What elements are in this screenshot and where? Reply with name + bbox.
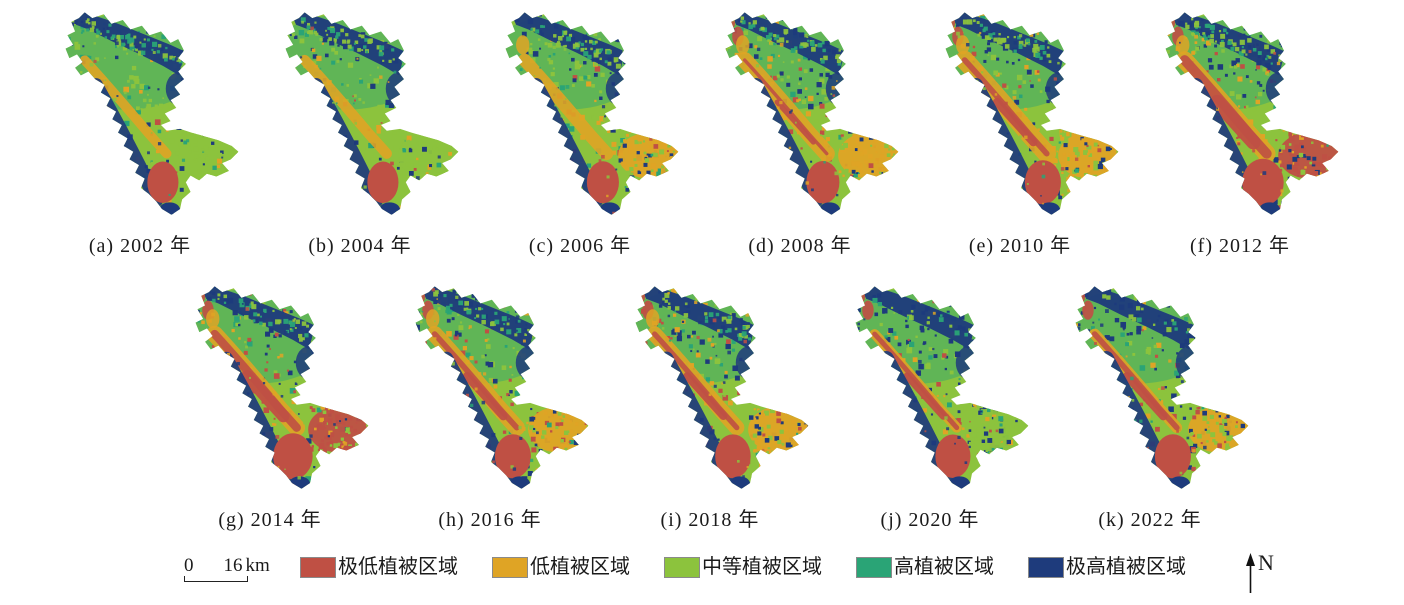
legend-item-extremely_high: 极高植被区域 <box>1028 556 1186 578</box>
scale-bar-zero: 0 <box>184 555 194 576</box>
north-arrow-icon <box>1246 553 1255 593</box>
panel-label: (b) 2004 年 <box>308 235 412 257</box>
legend-items: 极低植被区域 低植被区域 中等植被区域 高植被区域 极高植被区域 <box>300 556 1220 578</box>
legend-row: 0 16 km 极低植被区域 低植被区域 中等植被区域 高植被区域 极高植被区域… <box>0 552 1404 600</box>
panel-label: (h) 2016 年 <box>438 509 542 531</box>
legend-item-medium: 中等植被区域 <box>664 556 822 578</box>
vegetation-map-2004 <box>285 12 459 215</box>
legend-item-extremely_low: 极低植被区域 <box>300 556 458 578</box>
vegetation-map-2022 <box>1075 286 1249 489</box>
map-panel-c: (c) 2006 年 <box>473 2 687 258</box>
panel-label: (c) 2006 年 <box>528 235 632 257</box>
map-panel-h: (h) 2016 年 <box>383 276 597 532</box>
panel-label: (f) 2012 年 <box>1190 235 1290 257</box>
panel-label: (a) 2002 年 <box>88 235 192 257</box>
vegetation-map-2010 <box>945 12 1119 215</box>
legend-label: 低植被区域 <box>530 556 630 578</box>
map-panel-e: (e) 2010 年 <box>913 2 1127 258</box>
vegetation-map-2018 <box>635 286 809 489</box>
panel-label: (d) 2008 年 <box>748 235 852 257</box>
map-panel-d: (d) 2008 年 <box>693 2 907 258</box>
legend-swatch-high <box>856 556 892 578</box>
scale-bar-distance: 16 <box>223 555 243 576</box>
map-panel-i: (i) 2018 年 <box>603 276 817 532</box>
legend-item-low: 低植被区域 <box>492 556 630 578</box>
map-panel-b: (b) 2004 年 <box>253 2 467 258</box>
map-panel-g: (g) 2014 年 <box>163 276 377 532</box>
scale-bar-unit: km <box>245 555 270 576</box>
vegetation-map-2020 <box>855 286 1029 489</box>
vegetation-map-2016 <box>415 286 589 489</box>
vegetation-map-2008 <box>725 12 899 215</box>
map-panel-k: (k) 2022 年 <box>1043 276 1257 532</box>
legend-swatch-extremely_high <box>1028 556 1064 578</box>
legend-label: 中等植被区域 <box>702 556 822 578</box>
legend-label: 极高植被区域 <box>1066 556 1186 578</box>
map-panel-a: (a) 2002 年 <box>33 2 247 258</box>
panel-label: (g) 2014 年 <box>218 509 322 531</box>
north-arrow: N <box>1244 552 1274 594</box>
north-label: N <box>1258 550 1274 575</box>
vegetation-map-2012 <box>1165 12 1339 215</box>
panel-label: (e) 2010 年 <box>968 235 1072 257</box>
panel-label: (i) 2018 年 <box>660 509 760 531</box>
panel-label: (j) 2020 年 <box>880 509 980 531</box>
scale-bar-labels: 0 16 km <box>182 556 286 576</box>
legend-label: 极低植被区域 <box>338 556 458 578</box>
legend-swatch-medium <box>664 556 700 578</box>
map-panel-j: (j) 2020 年 <box>823 276 1037 532</box>
legend-item-high: 高植被区域 <box>856 556 994 578</box>
legend-label: 高植被区域 <box>894 556 994 578</box>
legend-swatch-low <box>492 556 528 578</box>
panel-label: (k) 2022 年 <box>1098 509 1202 531</box>
legend-swatch-extremely_low <box>300 556 336 578</box>
vegetation-map-2002 <box>65 12 239 215</box>
vegetation-map-2014 <box>195 286 369 489</box>
map-panel-f: (f) 2012 年 <box>1133 2 1347 258</box>
scale-bar: 0 16 km <box>182 556 286 582</box>
scale-bar-line <box>184 576 248 582</box>
vegetation-map-2006 <box>505 12 679 215</box>
